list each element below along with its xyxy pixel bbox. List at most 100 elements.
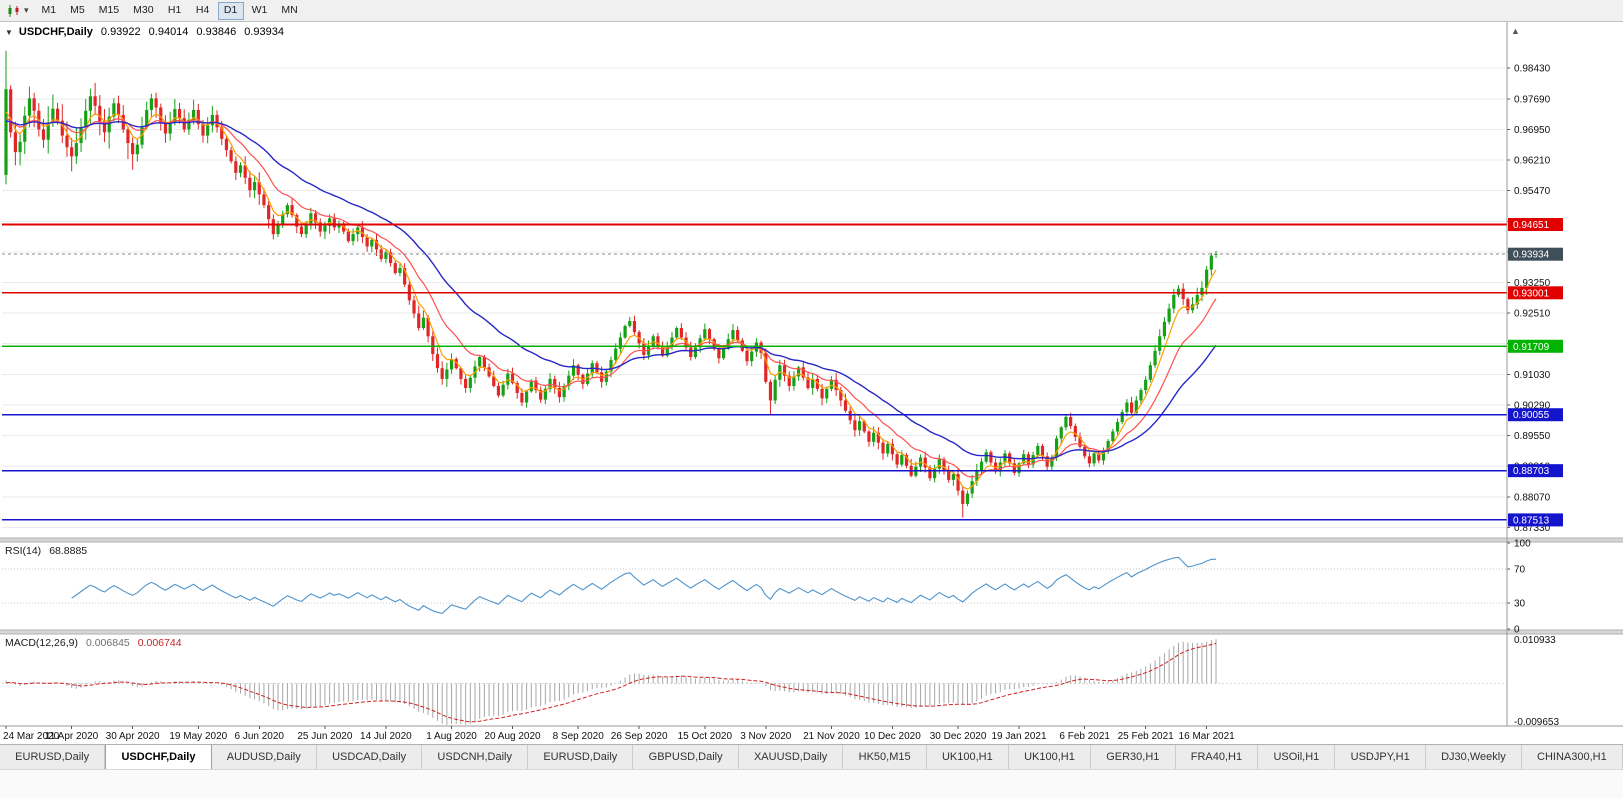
svg-text:24 Mar 2020: 24 Mar 2020: [3, 731, 60, 742]
candles-group: [4, 50, 1218, 518]
level-line-0.90055[interactable]: 0.90055: [2, 408, 1563, 422]
svg-text:30: 30: [1514, 599, 1526, 610]
chart-tab-hk50-m15-8[interactable]: HK50,M15: [843, 745, 927, 769]
chart-tab-usdjpy-h1-14[interactable]: USDJPY,H1: [1335, 745, 1426, 769]
chart-tab-uk100-h1-9[interactable]: UK100,H1: [926, 745, 1009, 769]
scroll-up-icon[interactable]: ▲: [1511, 26, 1520, 36]
timeframe-buttons: M1 M5 M15 M30 H1 H4 D1 W1 MN: [35, 1, 305, 20]
svg-text:0.88070: 0.88070: [1514, 492, 1551, 503]
macd-main-value: 0.006845: [85, 637, 130, 649]
timeframe-button-h1[interactable]: H1: [162, 2, 188, 20]
svg-text:11 Apr 2020: 11 Apr 2020: [45, 731, 99, 742]
chart-canvas[interactable]: 0.984300.976900.969500.962100.954700.947…: [0, 22, 1623, 744]
chart-tab-bar: EURUSD,Daily USDCHF,Daily AUDUSD,Daily USDC…: [0, 744, 1623, 769]
svg-text:0.89550: 0.89550: [1514, 431, 1551, 442]
svg-text:20 Aug 2020: 20 Aug 2020: [484, 731, 541, 742]
svg-text:0.90055: 0.90055: [1513, 410, 1550, 421]
level-line-0.88703[interactable]: 0.88703: [2, 464, 1563, 478]
candlestick-chart-icon: [8, 4, 19, 17]
level-line-0.94651[interactable]: 0.94651: [2, 218, 1563, 232]
level-line-0.93001[interactable]: 0.93001: [2, 286, 1563, 300]
chart-tab-usoil-h1-13[interactable]: USOil,H1: [1258, 745, 1336, 769]
svg-text:0.93250: 0.93250: [1514, 278, 1551, 289]
level-line-0.87513[interactable]: 0.87513: [2, 513, 1563, 527]
svg-text:0.87513: 0.87513: [1513, 515, 1550, 526]
svg-text:0.96950: 0.96950: [1514, 125, 1551, 136]
timeframe-button-d1[interactable]: D1: [217, 1, 244, 20]
collapse-arrow-icon[interactable]: ▼: [5, 27, 13, 37]
timeframe-button-h4[interactable]: H4: [190, 2, 216, 20]
rsi-indicator-label: RSI(14) 68.8885: [5, 545, 87, 557]
chart-tab-gbpusd-daily-6[interactable]: GBPUSD,Daily: [633, 745, 739, 769]
rsi-title: RSI(14): [5, 545, 42, 557]
panel-separator-1[interactable]: [0, 537, 1623, 543]
dropdown-caret-icon: ▾: [24, 5, 29, 15]
chart-tab-fra40-h1-12[interactable]: FRA40,H1: [1175, 745, 1259, 769]
svg-text:0.94651: 0.94651: [1513, 220, 1550, 231]
rsi-value: 68.8885: [49, 545, 88, 557]
macd-title: MACD(12,26,9): [5, 637, 78, 649]
svg-text:0.92510: 0.92510: [1514, 309, 1551, 320]
timeframe-button-mn[interactable]: MN: [275, 2, 303, 20]
ma-slow-line: [5, 120, 1217, 460]
svg-text:30 Dec 2020: 30 Dec 2020: [930, 731, 987, 742]
macd-signal-line: [5, 643, 1217, 723]
chart-tab-audusd-daily-2[interactable]: AUDUSD,Daily: [211, 745, 317, 769]
chart-symbol-period: USDCHF,Daily: [18, 26, 93, 38]
svg-text:19 May 2020: 19 May 2020: [169, 731, 227, 742]
chart-tab-china300-h1-16[interactable]: CHINA300,H1: [1521, 745, 1623, 769]
timeframe-button-m5[interactable]: M5: [64, 2, 91, 20]
svg-text:15 Oct 2020: 15 Oct 2020: [678, 731, 733, 742]
timeframe-button-w1[interactable]: W1: [246, 2, 274, 20]
svg-text:16 Mar 2021: 16 Mar 2021: [1179, 731, 1236, 742]
chart-tab-eurusd-daily-5[interactable]: EURUSD,Daily: [528, 745, 634, 769]
rsi-panel: 100 70 30 0: [2, 539, 1531, 636]
rsi-line: [71, 556, 1217, 615]
svg-text:0.97690: 0.97690: [1514, 94, 1551, 105]
svg-text:10 Dec 2020: 10 Dec 2020: [864, 731, 921, 742]
svg-text:1 Aug 2020: 1 Aug 2020: [426, 731, 477, 742]
svg-text:25 Feb 2021: 25 Feb 2021: [1118, 731, 1175, 742]
ohlc-low: 0.93846: [196, 26, 237, 38]
chart-tab-eurusd-daily-0[interactable]: EURUSD,Daily: [0, 745, 106, 769]
chart-tab-xauusd-daily-7[interactable]: XAUUSD,Daily: [738, 745, 844, 769]
current-price-marker: 0.93934: [2, 247, 1563, 261]
svg-text:0.010933: 0.010933: [1514, 635, 1556, 646]
chart-title: ▼ USDCHF,Daily 0.93922 0.94014 0.93846 0…: [5, 26, 284, 38]
chart-tab-usdchf-daily-1[interactable]: USDCHF,Daily: [105, 745, 212, 769]
axis-frame: [0, 22, 1623, 727]
svg-text:0.91709: 0.91709: [1513, 342, 1550, 353]
macd-axis[interactable]: 0.010933 -0.009653: [1514, 635, 1559, 728]
timeframe-button-m30[interactable]: M30: [127, 2, 159, 20]
timeframe-toolbar: ▾ M1 M5 M15 M30 H1 H4 D1 W1 MN: [0, 0, 1623, 22]
svg-text:-0.009653: -0.009653: [1514, 717, 1559, 728]
chart-tab-uk100-h1-10[interactable]: UK100,H1: [1008, 745, 1092, 769]
level-line-0.91709[interactable]: 0.91709: [2, 339, 1563, 353]
ohlc-open: 0.93922: [100, 26, 141, 38]
status-strip: [0, 769, 1623, 798]
chart-tab-usdcnh-daily-4[interactable]: USDCNH,Daily: [422, 745, 529, 769]
svg-text:3 Nov 2020: 3 Nov 2020: [740, 731, 792, 742]
grid-lines: [2, 67, 1505, 528]
chart-tab-usdcad-daily-3[interactable]: USDCAD,Daily: [316, 745, 423, 769]
svg-text:100: 100: [1514, 539, 1531, 550]
svg-text:14 Jul 2020: 14 Jul 2020: [360, 731, 412, 742]
svg-text:25 Jun 2020: 25 Jun 2020: [297, 731, 352, 742]
panel-separator-2[interactable]: [0, 629, 1623, 635]
chart-type-button[interactable]: ▾: [4, 4, 35, 18]
svg-text:0.90290: 0.90290: [1514, 400, 1551, 411]
svg-text:0.98430: 0.98430: [1514, 64, 1551, 75]
svg-text:0.91030: 0.91030: [1514, 370, 1551, 381]
svg-text:19 Jan 2021: 19 Jan 2021: [992, 731, 1047, 742]
svg-text:0.87330: 0.87330: [1514, 523, 1551, 534]
chart-tab-dj30-weekly-15[interactable]: DJ30,Weekly: [1425, 745, 1522, 769]
svg-text:0: 0: [1514, 625, 1520, 636]
chart-window: 0.984300.976900.969500.962100.954700.947…: [0, 22, 1623, 744]
svg-text:6 Jun 2020: 6 Jun 2020: [235, 731, 285, 742]
timeframe-button-m1[interactable]: M1: [36, 2, 63, 20]
svg-text:0.96210: 0.96210: [1514, 156, 1551, 167]
chart-tab-ger30-h1-11[interactable]: GER30,H1: [1091, 745, 1176, 769]
svg-text:0.88703: 0.88703: [1513, 466, 1550, 477]
timeframe-button-m15[interactable]: M15: [93, 2, 125, 20]
